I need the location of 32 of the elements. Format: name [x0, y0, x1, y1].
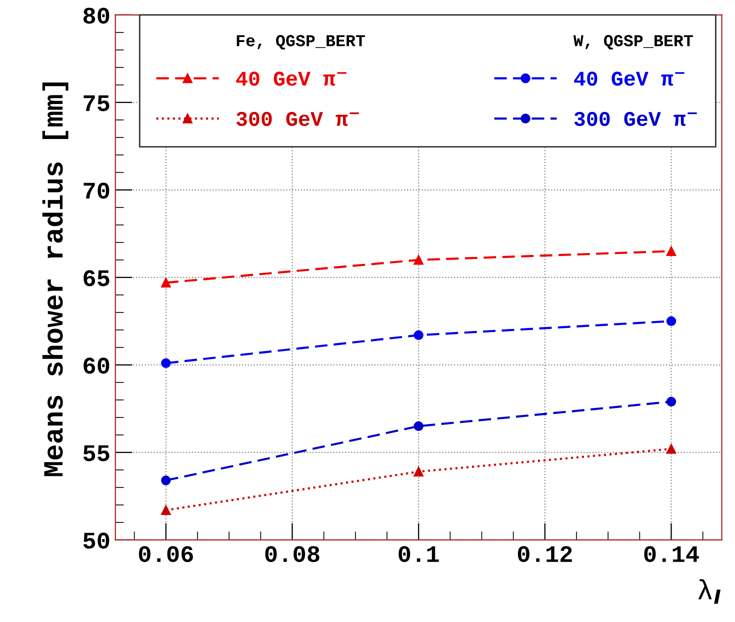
- point: [414, 255, 424, 265]
- point: [414, 466, 424, 477]
- y-tick-label: 50: [83, 532, 110, 549]
- point: [666, 246, 676, 256]
- point: [161, 505, 171, 516]
- point: [666, 396, 676, 407]
- point: [666, 444, 676, 454]
- x-tick-label: 0.06: [138, 546, 193, 562]
- y-tick-label: 80: [83, 8, 110, 24]
- x-tick-label: 0.08: [265, 546, 320, 562]
- point: [161, 358, 171, 368]
- x-axis-title: λ$_{I}$: [698, 579, 721, 604]
- point: [666, 316, 676, 326]
- x-tick-label: 0.1: [398, 546, 439, 562]
- y-tick-label: 75: [84, 95, 110, 112]
- text: Fe, QGSP_BERT: [236, 35, 366, 50]
- y-tick-label: 55: [83, 445, 110, 462]
- y-axis-title: Means shower radius [mm]: [42, 82, 68, 476]
- legend-label: 40 GeV π$^{−}$: [574, 72, 684, 86]
- text: W, QGSP_BERT: [573, 35, 693, 50]
- point: [161, 476, 171, 486]
- x-tick-label: 0.12: [518, 546, 572, 562]
- point: [161, 278, 171, 288]
- y-tick-label: 60: [84, 358, 110, 374]
- point: [414, 330, 424, 340]
- y-tick-label: 65: [84, 270, 110, 286]
- legend-label: 40 GeV π$^{−}$: [236, 72, 346, 86]
- y-tick-label: 70: [84, 182, 110, 199]
- point: [414, 421, 424, 432]
- legend-label: 300 GeV π$^{−}$: [236, 112, 359, 126]
- x-tick-label: 0.14: [644, 546, 699, 562]
- legend-label: 300 GeV π$^{−}$: [574, 112, 697, 126]
